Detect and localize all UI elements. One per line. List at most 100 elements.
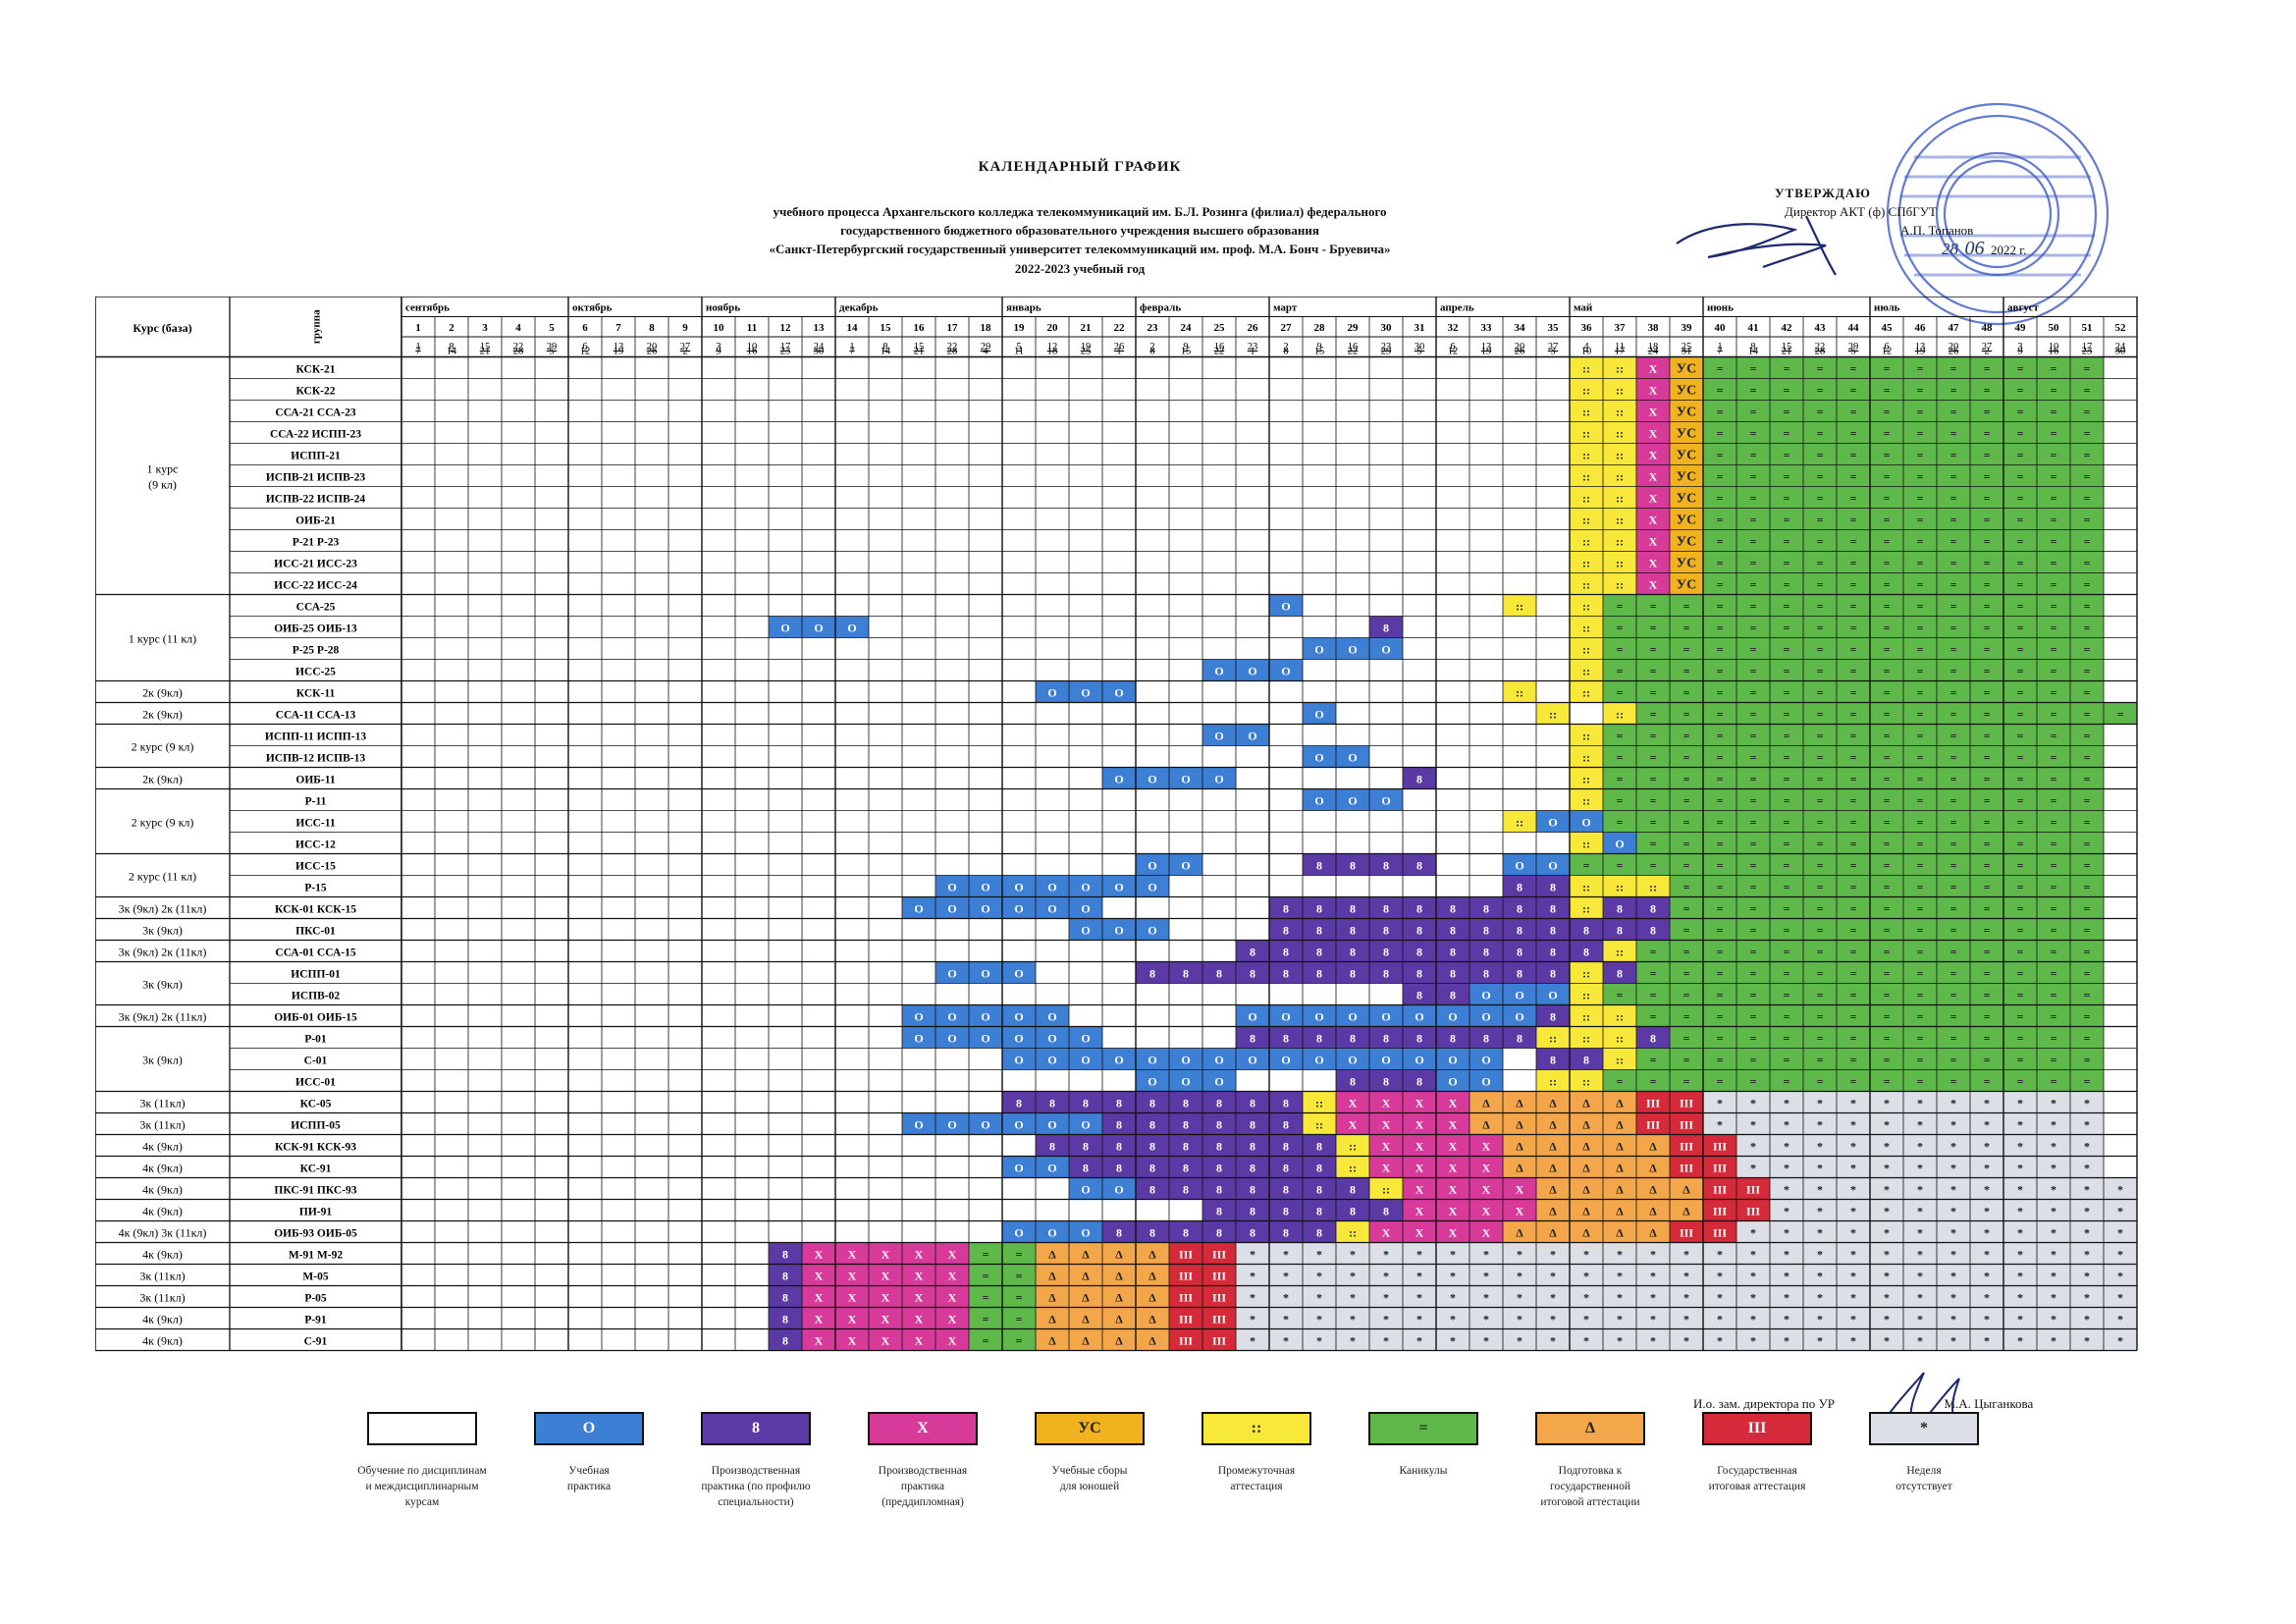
schedule-cell [1202, 1307, 1236, 1329]
schedule-cell [1202, 1264, 1236, 1286]
cell-symbol: = [1717, 946, 1724, 959]
schedule-cell [1636, 616, 1670, 638]
schedule-cell [1336, 853, 1369, 876]
cell-symbol: III [1179, 1270, 1193, 1283]
cell-symbol: 8 [1183, 1140, 1189, 1154]
cell-symbol: 8 [1216, 1183, 1222, 1197]
cell-symbol: :: [1616, 470, 1624, 484]
schedule-cell [1703, 875, 1736, 897]
schedule-cell [1837, 1199, 1870, 1221]
cell-symbol: = [2051, 859, 2057, 873]
cell-symbol: = [2051, 449, 2057, 462]
schedule-cell [1870, 356, 1903, 379]
cell-symbol: Х [1415, 1183, 1424, 1197]
schedule-cell [869, 1307, 902, 1329]
cell-symbol: = [1683, 1032, 1690, 1046]
cell-symbol: О [1448, 1054, 1457, 1067]
schedule-cell [1336, 1307, 1369, 1329]
schedule-cell [1970, 918, 2003, 941]
cell-symbol: 8 [1183, 1162, 1189, 1175]
cell-symbol: = [1750, 427, 1757, 441]
cell-symbol: = [1884, 989, 1891, 1002]
schedule-cell [1303, 1199, 1336, 1221]
schedule-cell [1636, 1177, 1670, 1200]
cell-symbol: = [1717, 384, 1724, 398]
cell-symbol: = [1984, 902, 1991, 916]
schedule-cell [1369, 1328, 1403, 1351]
cell-symbol: = [1850, 406, 1857, 419]
schedule-cell [1970, 724, 2003, 746]
cell-symbol: Δ [1082, 1313, 1090, 1326]
cell-symbol: :: [1649, 881, 1657, 894]
schedule-cell [1903, 702, 1937, 725]
cell-symbol: :: [1616, 406, 1624, 419]
cell-symbol: :: [1582, 1032, 1590, 1046]
cell-symbol: = [2084, 816, 2091, 830]
cell-symbol: = [1717, 838, 1724, 851]
schedule-cell [1570, 637, 1603, 660]
schedule-cell [869, 1285, 902, 1308]
schedule-cell [1670, 940, 1703, 962]
cell-symbol: * [1917, 1205, 1923, 1218]
cell-symbol: * [1850, 1270, 1856, 1283]
schedule-cell [802, 1328, 835, 1351]
schedule-cell [1036, 1220, 1069, 1243]
schedule-cell [1102, 1328, 1136, 1351]
schedule-cell [1770, 1220, 1803, 1243]
schedule-cell [1636, 702, 1670, 725]
schedule-cell [2070, 616, 2104, 638]
cell-symbol: 8 [1283, 1183, 1289, 1197]
cell-symbol: = [2017, 794, 2024, 808]
cell-symbol: = [1650, 946, 1657, 959]
cell-symbol: * [1416, 1291, 1422, 1305]
cell-symbol: Δ [1616, 1097, 1624, 1110]
cell-symbol: О [981, 967, 989, 981]
cell-symbol: О [1314, 708, 1323, 722]
cell-symbol: = [2084, 578, 2091, 592]
week-end-date: 14 [447, 347, 457, 357]
cell-symbol: = [1984, 1054, 1991, 1067]
schedule-cell [969, 896, 1002, 919]
cell-symbol: О [1515, 1010, 1523, 1024]
cell-symbol: = [2084, 492, 2091, 506]
cell-symbol: = [1650, 773, 1657, 786]
cell-symbol: Х [1649, 578, 1658, 592]
cell-symbol: = [1850, 1054, 1857, 1067]
cell-symbol: = [1884, 557, 1891, 570]
schedule-cell [1770, 572, 1803, 595]
schedule-cell [1770, 1112, 1803, 1135]
schedule-cell [1002, 1220, 1036, 1243]
schedule-cell [1670, 702, 1703, 725]
cell-symbol: Х [815, 1313, 824, 1326]
schedule-cell [1970, 1091, 2003, 1113]
schedule-cell [1837, 810, 1870, 833]
cell-symbol: = [1950, 622, 1957, 635]
week-number: 26 [1248, 322, 1259, 334]
cell-symbol: 8 [1350, 1032, 1356, 1046]
cell-symbol: = [1884, 1054, 1891, 1067]
week-start-date: 9 [1183, 342, 1188, 352]
cell-symbol: = [1984, 427, 1991, 441]
schedule-cell [1837, 918, 1870, 941]
schedule-cell [1169, 1285, 1202, 1308]
cell-symbol: * [1383, 1248, 1389, 1262]
schedule-cell [1770, 659, 1803, 681]
schedule-cell [1703, 1069, 1736, 1092]
cell-symbol: = [1817, 557, 1824, 570]
week-number: 24 [1181, 322, 1193, 334]
schedule-cell [1102, 1220, 1136, 1243]
cell-symbol: :: [1582, 794, 1590, 808]
schedule-cell [1570, 940, 1603, 962]
course-label: 2к (9кл) [142, 686, 183, 700]
cell-symbol: * [1350, 1291, 1356, 1305]
schedule-cell [1870, 896, 1903, 919]
cell-symbol: 8 [1250, 1140, 1255, 1154]
schedule-cell [1870, 616, 1903, 638]
cell-symbol: = [1984, 362, 1991, 376]
cell-symbol: * [1750, 1270, 1756, 1283]
schedule-cell [1369, 853, 1403, 876]
cell-symbol: * [2084, 1118, 2090, 1132]
schedule-cell [1436, 983, 1469, 1005]
schedule-cell [1169, 1328, 1202, 1351]
schedule-cell [1937, 788, 1970, 811]
